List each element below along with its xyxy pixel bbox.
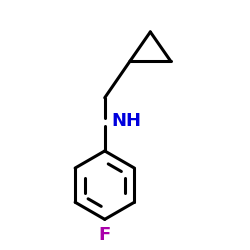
Text: F: F [98, 226, 111, 244]
Text: NH: NH [111, 112, 141, 130]
